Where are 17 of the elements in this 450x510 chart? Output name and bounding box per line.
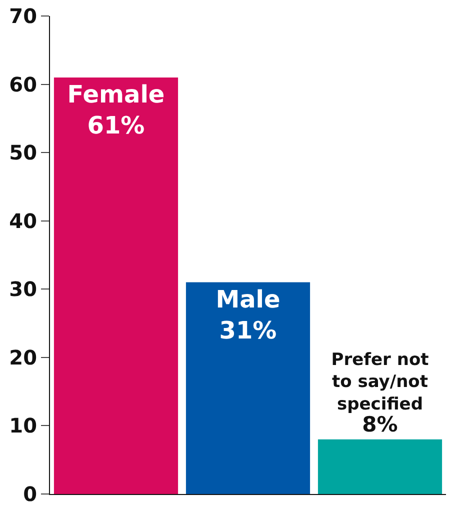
y-tick-label: 0	[23, 482, 37, 506]
data-label: 8%	[362, 412, 398, 436]
x-tick-label: Prefer not to say/not specified	[331, 350, 429, 414]
y-tick-label: 70	[9, 4, 37, 28]
x-tick-label: Male	[216, 285, 280, 314]
y-tick-label: 40	[9, 208, 37, 233]
bar	[54, 77, 178, 494]
data-label: 61%	[87, 112, 145, 140]
x-tick-label: Female	[67, 80, 165, 108]
bar	[186, 282, 310, 494]
y-tick-label: 60	[9, 72, 37, 96]
y-tick-label: 20	[9, 345, 37, 370]
bar	[318, 439, 442, 494]
data-label: 31%	[219, 316, 277, 345]
y-tick-label: 30	[9, 277, 37, 302]
y-tick-label: 50	[9, 140, 37, 165]
y-tick-label: 10	[9, 414, 37, 438]
